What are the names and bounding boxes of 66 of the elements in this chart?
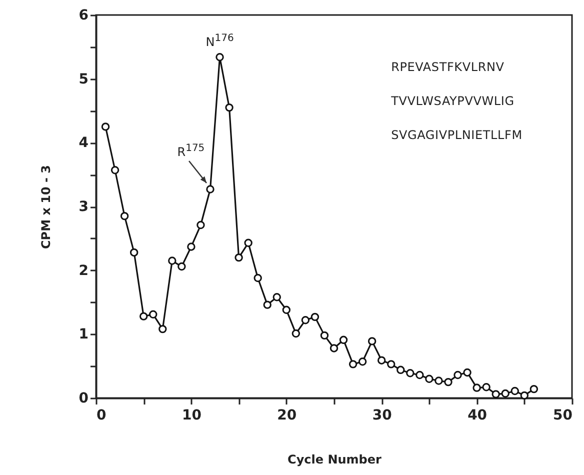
point: [348, 360, 358, 368]
annotation: RPEVASTFKVLRNV: [391, 60, 504, 74]
annotation: TVVLWSAYPVVWLIG: [391, 94, 514, 108]
y-tick-label: 3: [78, 199, 88, 215]
point: [310, 312, 320, 322]
x-tick-label: 0: [96, 408, 106, 424]
point: [492, 390, 500, 398]
annotation: R$^{175}$: [177, 143, 205, 160]
point: [387, 360, 396, 368]
point: [292, 329, 300, 338]
y-tick-label: 4: [78, 135, 89, 152]
point: [130, 248, 138, 257]
x-tick-label: 20: [277, 408, 297, 424]
point: [501, 389, 510, 398]
point: [110, 166, 120, 174]
y-axis-title: CPM x 10 - 3: [38, 164, 53, 250]
point: [234, 253, 243, 262]
point: [196, 220, 205, 230]
point: [149, 310, 158, 318]
point: [339, 336, 348, 344]
point: [330, 344, 338, 352]
point: [101, 122, 110, 131]
point: [425, 374, 434, 383]
point: [463, 368, 472, 377]
x-tick-label: 10: [182, 408, 202, 424]
point: [168, 256, 176, 265]
point: [530, 384, 538, 394]
point: [301, 316, 310, 324]
point: [178, 262, 186, 271]
point: [510, 386, 519, 396]
point: [139, 312, 148, 320]
x-axis-title: Cycle Number: [288, 452, 382, 466]
point: [244, 238, 252, 247]
point: [254, 274, 262, 282]
point: [282, 306, 291, 314]
y-tick-label: 6: [78, 8, 88, 24]
point: [472, 384, 481, 392]
y-tick-label: 0: [78, 390, 89, 406]
point: [120, 212, 129, 220]
x-tick-label: 50: [553, 408, 573, 424]
point: [454, 370, 462, 380]
point: [368, 337, 376, 346]
point: [272, 293, 281, 302]
x-tick-label: 40: [468, 408, 488, 424]
point: [434, 376, 443, 385]
y-tick-label: 5: [78, 71, 88, 88]
point: [158, 324, 167, 334]
point: [225, 103, 234, 112]
y-tick-label: 1: [78, 326, 88, 343]
annotation: SVGAGIVPLNIETLLFM: [391, 128, 522, 142]
x-tick-label: 30: [372, 408, 392, 424]
point: [358, 358, 367, 366]
point: [263, 300, 272, 309]
y-tick-label: 2: [78, 262, 88, 279]
point: [377, 356, 386, 364]
point: [416, 370, 424, 380]
point: [396, 366, 405, 374]
point: [187, 242, 196, 251]
annotation: N$^{176}$: [206, 33, 234, 50]
point: [216, 53, 224, 62]
point: [406, 369, 414, 378]
point: [482, 383, 490, 392]
point: [206, 185, 214, 194]
point: [444, 378, 452, 386]
point: [320, 331, 329, 340]
point: [520, 391, 529, 400]
